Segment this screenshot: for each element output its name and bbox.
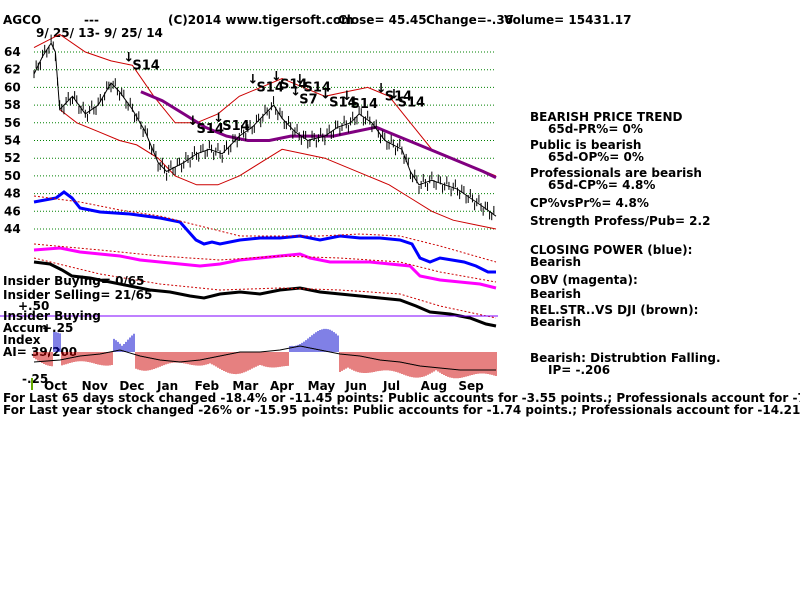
closing-power-line: [33, 190, 496, 274]
signal-label: S14: [351, 97, 378, 112]
y-tick-label: 50: [4, 169, 21, 183]
price-y-axis: 64 62 60 58 56 54 52 50 48 46 44: [4, 45, 21, 236]
scale-plus50: +.50: [18, 299, 49, 313]
volume-value: Volume= 15431.17: [504, 13, 631, 27]
public-title: Public is bearish: [530, 138, 641, 152]
y-tick-label: 60: [4, 80, 21, 94]
signal-arrow-icon: ↓: [295, 72, 306, 87]
sell-signals: ↓S14↓S14↓S14↓S14↓S14↓S7↓S14↓S14↓S14↓S14↓…: [123, 50, 425, 137]
cp-value: 65d-CP%= 4.8%: [548, 178, 655, 192]
month-label: May: [308, 379, 336, 393]
month-label: Apr: [270, 379, 294, 393]
footer-line-year: For Last year stock changed -26% or -15.…: [3, 403, 800, 417]
signal-label: S14: [132, 58, 159, 73]
price-line: [33, 42, 497, 217]
y-tick-label: 48: [4, 187, 21, 201]
signal-arrow-icon: ↓: [290, 84, 301, 99]
header-dashes: ---: [84, 13, 99, 27]
signal-arrow-icon: ↓: [376, 81, 387, 96]
date-range: 9/ 25/ 13- 9/ 25/ 14: [36, 26, 163, 40]
relative-strength-line: [33, 260, 497, 328]
y-tick-label: 54: [4, 134, 21, 148]
insider-buying-label: Insider Buying: [3, 309, 101, 323]
insider-buying-count: Insider Buying= 0/65: [3, 274, 145, 288]
ticker-symbol: AGCO: [3, 13, 41, 27]
lower-band-line: [59, 109, 497, 230]
y-tick-label: 44: [4, 222, 21, 236]
signal-arrow-icon: ↓: [342, 89, 353, 104]
month-label: Jul: [382, 379, 400, 393]
month-label: Dec: [119, 379, 144, 393]
signal-label: S14: [280, 78, 307, 93]
footer-line-65d: For Last 65 days stock changed -18.4% or…: [3, 391, 800, 405]
professionals-title: Professionals are bearish: [530, 166, 702, 180]
closing-power-ma: [33, 195, 497, 263]
price-bars: [33, 34, 495, 221]
y-tick-label: 64: [4, 45, 21, 59]
relstr-title: REL.STR..VS DJI (brown):: [530, 303, 698, 317]
signal-arrow-icon: ↓: [213, 111, 224, 126]
signal-label: S7: [299, 92, 317, 107]
trend-title: BEARISH PRICE TREND: [530, 110, 683, 124]
accum-label: Accum: [3, 321, 48, 335]
y-tick-label: 46: [4, 204, 21, 218]
accum-title: Bearish: Distrubtion Falling.: [530, 351, 721, 365]
month-label: Aug: [421, 379, 447, 393]
month-label: Jun: [344, 379, 367, 393]
month-axis: Oct Nov Dec Jan Feb Mar Apr May Jun Jul Aug Sep: [44, 379, 484, 393]
obv-line: [33, 246, 497, 290]
strength-value: Strength Profess/Pub= 2.2: [530, 214, 710, 228]
y-tick-label: 52: [4, 151, 21, 165]
scale-plus25: +.25: [42, 321, 73, 335]
signal-label: S14: [256, 80, 283, 95]
relative-strength-ma: [33, 257, 497, 319]
signal-arrow-icon: ↓: [271, 70, 282, 85]
index-label: Index: [3, 333, 41, 347]
obv-title: OBV (magenta):: [530, 273, 638, 287]
signal-arrow-icon: ↓: [247, 72, 258, 87]
copyright-text: (C)2014 www.tigersoft.com: [168, 13, 354, 27]
change-value: Change=-.36: [426, 13, 513, 27]
month-label: Nov: [82, 379, 108, 393]
signal-label: S14: [385, 89, 412, 104]
pr-value: 65d-PR%= 0%: [548, 122, 643, 136]
close-value: Close= 45.45: [338, 13, 427, 27]
signal-arrow-icon: ↓: [320, 87, 331, 102]
signal-label: S14: [197, 122, 224, 137]
op-value: 65d-OP%= 0%: [548, 150, 644, 164]
signal-arrow-icon: ↓: [389, 87, 400, 102]
relstr-state: Bearish: [530, 315, 581, 329]
y-tick-label: 58: [4, 98, 21, 112]
month-label: Jan: [156, 379, 178, 393]
month-label: Feb: [195, 379, 220, 393]
closing-power-state: Bearish: [530, 255, 581, 269]
month-label: Oct: [44, 379, 67, 393]
y-tick-label: 56: [4, 116, 21, 130]
signal-label: S14: [398, 95, 425, 110]
insider-selling-count: Insider Selling= 21/65: [3, 288, 152, 302]
accumulation-ma: [33, 345, 496, 371]
signal-arrow-icon: ↓: [188, 114, 199, 129]
signal-label: S14: [222, 119, 249, 134]
month-label: Mar: [232, 379, 258, 393]
obv-state: Bearish: [530, 287, 581, 301]
upper-band-line: [33, 33, 497, 177]
ip-value: IP= -.206: [548, 363, 610, 377]
signal-label: S14: [304, 80, 331, 95]
scale-minus25: -.25: [22, 372, 48, 386]
cp-vs-pr: CP%vsPr%= 4.8%: [530, 196, 649, 210]
month-label: Sep: [458, 379, 484, 393]
y-tick-label: 62: [4, 63, 21, 77]
signal-arrow-icon: ↓: [123, 50, 134, 65]
closing-power-title: CLOSING POWER (blue):: [530, 243, 692, 257]
signal-label: S14: [329, 95, 356, 110]
